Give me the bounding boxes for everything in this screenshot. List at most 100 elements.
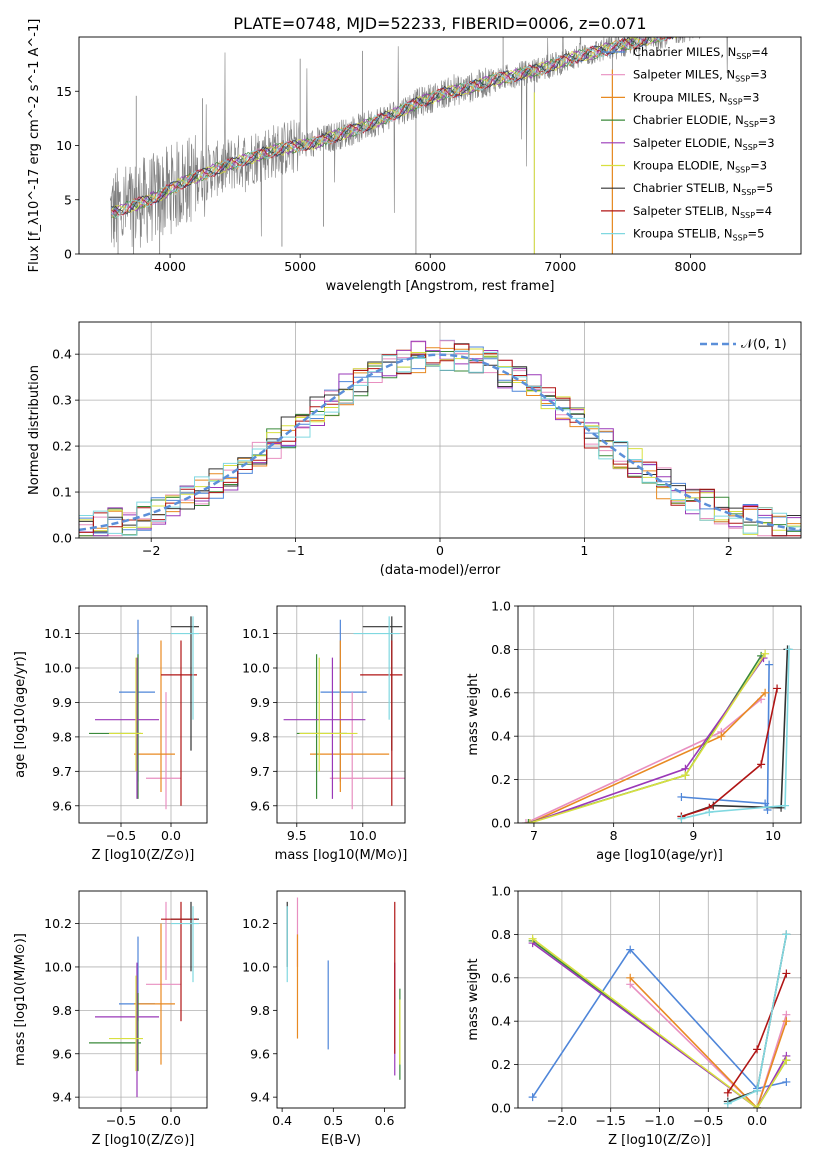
spectrum-xtick-label: 7000 bbox=[544, 259, 576, 274]
mass-vs-ebv-ytick-label: 10.2 bbox=[242, 916, 270, 931]
mass-weight-vs-age-ytick-label: 0.2 bbox=[491, 772, 511, 787]
mass-weight-marker bbox=[521, 819, 530, 823]
legend-count: =4 bbox=[751, 45, 768, 59]
spectrum-legend: Chabrier MILES, NSSP=4 Salpeter MILES, NS… bbox=[601, 45, 776, 243]
spectrum-ytick-label: 5 bbox=[64, 192, 72, 207]
mass-weight-marker bbox=[782, 1017, 791, 1026]
legend-entry: Chabrier STELIB, NSSP=5 bbox=[633, 181, 773, 197]
mass-vs-ebv-xtick-label: 0.4 bbox=[272, 1113, 292, 1128]
legend-entry: Kroupa MILES, NSSP=3 bbox=[633, 90, 759, 106]
residuals-xtick-label: −2 bbox=[142, 543, 160, 558]
legend-count: =3 bbox=[759, 113, 776, 127]
mass-vs-ebv-ytick-label: 9.6 bbox=[250, 1046, 270, 1061]
mass-weight-vs-Z-ylabel: mass weight bbox=[466, 958, 481, 1040]
mass-weight-vs-Z-ytick-label: 0.2 bbox=[491, 1057, 511, 1072]
legend-entry: Salpeter MILES, NSSP=3 bbox=[633, 68, 767, 84]
residual-histogram-8 bbox=[79, 350, 801, 536]
residuals-ytick-label: 0.2 bbox=[52, 439, 72, 454]
mass-weight-marker bbox=[705, 808, 714, 817]
spectrum-ylabel: Flux [f_λ10^-17 erg cm^-2 s^-1 A^-1] bbox=[27, 19, 42, 273]
mass-weight-vs-age-ytick-label: 0.6 bbox=[491, 685, 511, 700]
mass-vs-Z-ylabel: mass [log10(M/M⊙)] bbox=[13, 933, 28, 1066]
gaussian-reference-curve bbox=[79, 353, 801, 532]
residuals-xtick-label: 0 bbox=[436, 543, 444, 558]
mass-weight-vs-age-ytick-label: 1.0 bbox=[491, 599, 511, 614]
residuals-xtick-label: −1 bbox=[286, 543, 304, 558]
mass-weight-line bbox=[528, 655, 762, 823]
mass-vs-Z-axes: −0.5 0.0 9.4 9.6 9.8 10.0 10.2 Z [log10(Z/Z⊙)] m… bbox=[13, 890, 208, 1148]
legend-entry: Salpeter ELODIE, NSSP=3 bbox=[633, 136, 775, 152]
mass-weight-marker bbox=[723, 1099, 732, 1108]
mass-vs-Z-ytick-label: 9.6 bbox=[52, 1046, 72, 1061]
mass-weight-vs-Z-plot-area bbox=[518, 891, 801, 1108]
age-vs-mass-axes: 9.5 10.0 9.6 9.7 9.8 9.9 10.0 10.1 mass [log10(M… bbox=[242, 605, 408, 863]
mass-weight-vs-Z-ytick-label: 0.8 bbox=[491, 927, 511, 942]
mass-vs-Z-ytick-label: 10.0 bbox=[44, 959, 72, 974]
age-vs-Z-ytick-label: 9.8 bbox=[52, 729, 72, 744]
legend-subscript: SSP bbox=[735, 75, 750, 84]
spectrum-model-line bbox=[111, 37, 666, 219]
age-vs-Z-ytick-label: 9.6 bbox=[52, 798, 72, 813]
age-vs-Z-xlabel: Z [log10(Z/Z⊙)] bbox=[92, 848, 195, 863]
age-vs-Z-plot-area bbox=[79, 606, 207, 823]
age-vs-mass-xlabel: mass [log10(M/M⊙)] bbox=[275, 848, 408, 863]
mass-weight-marker bbox=[753, 1086, 762, 1095]
age-vs-Z-axes: −0.5 0.0 9.6 9.7 9.8 9.9 10.0 10.1 Z [log10(Z/Z⊙… bbox=[13, 605, 208, 863]
residual-histogram-3 bbox=[79, 351, 801, 537]
mass-weight-line bbox=[525, 698, 762, 823]
spectrum-xlabel: wavelength [Angstrom, rest frame] bbox=[326, 279, 555, 294]
mass-vs-Z-xtick-label: −0.5 bbox=[106, 1113, 136, 1128]
legend-subscript: SSP bbox=[728, 97, 743, 106]
mass-weight-vs-Z-xtick-label: −1.5 bbox=[596, 1113, 626, 1128]
residuals-ytick-label: 0.4 bbox=[52, 347, 72, 362]
legend-entry: Kroupa STELIB, NSSP=5 bbox=[633, 227, 764, 243]
age-vs-Z-frame bbox=[78, 605, 208, 824]
mass-vs-ebv-ytick-label: 10.0 bbox=[242, 959, 270, 974]
age-vs-mass-ytick-label: 10.0 bbox=[242, 661, 270, 676]
legend-subscript: SSP bbox=[740, 211, 755, 220]
mass-vs-Z-xlabel: Z [log10(Z/Z⊙)] bbox=[92, 1133, 195, 1148]
age-vs-Z-xtick-label: 0.0 bbox=[161, 828, 181, 843]
mass-vs-Z-ytick-label: 10.2 bbox=[44, 916, 72, 931]
legend-count: =5 bbox=[756, 181, 773, 195]
mass-weight-vs-Z-xlabel: Z [log10(Z/Z⊙)] bbox=[608, 1133, 711, 1148]
mass-weight-line bbox=[681, 688, 778, 818]
spectrum-xtick-label: 8000 bbox=[675, 259, 707, 274]
mass-weight-line bbox=[629, 983, 788, 1108]
legend-count: =3 bbox=[758, 136, 775, 150]
spectrum-plot-area bbox=[109, 37, 728, 254]
mass-weight-line bbox=[529, 657, 765, 823]
residuals-plot-area bbox=[79, 322, 801, 538]
mass-weight-vs-Z-ytick-label: 0.6 bbox=[491, 970, 511, 985]
mass-weight-marker bbox=[761, 688, 770, 697]
mass-weight-marker bbox=[528, 934, 537, 943]
mass-weight-line bbox=[529, 653, 766, 823]
spectrum-xtick-label: 5000 bbox=[284, 259, 316, 274]
mass-weight-vs-Z-ytick-label: 1.0 bbox=[491, 884, 511, 899]
mass-vs-ebv-axes: 0.4 0.5 0.6 9.4 9.6 9.8 10.0 10.2 E(B-V) bbox=[242, 890, 406, 1148]
mass-weight-marker bbox=[782, 1077, 791, 1086]
age-vs-Z-ytick-label: 10.0 bbox=[44, 661, 72, 676]
spectrum-ytick-label: 0 bbox=[64, 247, 72, 262]
legend-subscript: SSP bbox=[741, 188, 756, 197]
spectrum-xtick-label: 4000 bbox=[154, 259, 186, 274]
age-vs-mass-xtick-label: 10.0 bbox=[349, 828, 377, 843]
legend-count: =3 bbox=[750, 68, 767, 82]
mass-weight-marker bbox=[782, 1056, 791, 1065]
legend-count: =4 bbox=[755, 204, 772, 218]
legend-count: =3 bbox=[743, 90, 760, 104]
mass-weight-vs-age-xtick-label: 8 bbox=[610, 828, 618, 843]
mass-vs-ebv-plot-area bbox=[286, 897, 401, 1080]
age-vs-Z-xtick-label: −0.5 bbox=[106, 828, 136, 843]
age-vs-mass-ytick-label: 9.6 bbox=[250, 798, 270, 813]
mass-weight-vs-Z-xtick-label: −2.0 bbox=[547, 1113, 577, 1128]
age-vs-mass-ytick-label: 9.8 bbox=[250, 729, 270, 744]
legend-subscript: SSP bbox=[735, 166, 750, 175]
mass-weight-line bbox=[529, 692, 766, 823]
mass-weight-marker bbox=[782, 969, 791, 978]
residuals-xlabel: (data-model)/error bbox=[380, 563, 501, 578]
mass-vs-ebv-xtick-label: 0.5 bbox=[323, 1113, 343, 1128]
mass-vs-Z-ytick-label: 9.4 bbox=[52, 1090, 72, 1105]
age-vs-Z-ylabel: age [log10(age/yr)] bbox=[13, 651, 28, 778]
